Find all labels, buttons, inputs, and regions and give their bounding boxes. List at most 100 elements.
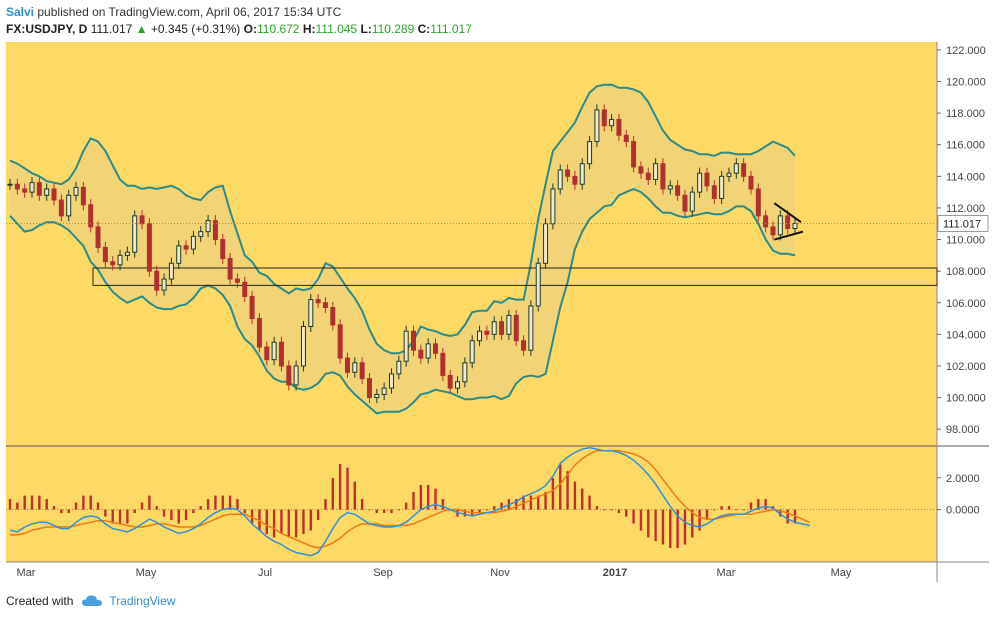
price-chart[interactable]: 122.000 120.000 118.000 116.000 114.000 112.0… [0, 42, 995, 586]
candle-body [117, 254, 123, 266]
macd-histogram-bar [294, 509, 298, 538]
macd-tick-label: 2.0000 [946, 473, 980, 485]
macd-histogram-bar [412, 492, 415, 510]
candle-body [499, 321, 505, 335]
candle-body [763, 215, 769, 228]
macd-histogram-bar [8, 499, 12, 510]
macd-histogram-bar [632, 509, 635, 524]
candle-body [462, 362, 468, 383]
macd-histogram-bar [493, 506, 496, 510]
candle-body [557, 169, 563, 190]
macd-histogram-bar [537, 495, 540, 510]
symbol-label[interactable]: FX:USDJPY, D [6, 22, 88, 36]
time-tick-label: Mar [17, 567, 36, 579]
candle-body [344, 357, 350, 373]
macd-histogram-bar [309, 509, 312, 531]
macd-histogram-bar [713, 509, 716, 511]
macd-histogram-bar [236, 499, 239, 510]
candle-body [388, 373, 394, 389]
chart-area[interactable]: 122.000 120.000 118.000 116.000 114.000 112.0… [0, 42, 995, 586]
candle-body [587, 141, 593, 165]
time-tick-label: 2017 [603, 567, 627, 579]
macd-histogram-bar [316, 509, 320, 521]
candle-body [249, 295, 255, 320]
candle-body [337, 324, 343, 359]
macd-histogram-bar [192, 509, 195, 514]
macd-histogram-bar [786, 509, 789, 524]
candle-body [645, 172, 651, 180]
macd-histogram-bar [302, 509, 305, 535]
candle-body [623, 134, 629, 143]
candle-body [29, 182, 35, 193]
macd-histogram-bar [647, 509, 650, 538]
low-label: L: [360, 22, 372, 36]
candle-body [572, 175, 578, 185]
price-tick-label: 102.000 [946, 361, 986, 373]
macd-histogram-bar [118, 509, 122, 524]
candle-body [777, 215, 783, 236]
macd-histogram-bar [111, 509, 114, 524]
candle-body [154, 270, 160, 291]
last-price-tag-label: 111.017 [943, 218, 981, 230]
macd-histogram-bar [757, 499, 760, 510]
macd-histogram-bar [463, 509, 467, 517]
candle-body [609, 118, 615, 127]
candle-body [704, 172, 710, 187]
macd-histogram-bar [199, 506, 202, 510]
candle-body [697, 172, 703, 193]
macd-histogram-bar [588, 495, 591, 510]
candle-body [521, 340, 527, 351]
macd-histogram-bar [177, 509, 180, 524]
tradingview-link[interactable]: TradingView [109, 594, 176, 608]
candle-body [161, 278, 167, 291]
candle-body [418, 349, 424, 359]
triangle-pattern-drawing [773, 202, 804, 241]
macd-histogram-bar [419, 485, 423, 510]
price-tick-label: 116.000 [946, 140, 985, 152]
last-price-tag [937, 214, 989, 232]
macd-histogram-bar [272, 509, 276, 538]
candle-body [469, 340, 475, 364]
price-change: +0.345 (+0.31%) [150, 22, 241, 36]
candle-body [110, 261, 116, 266]
time-tick-label: Sep [373, 567, 393, 579]
candle-body [190, 235, 196, 250]
candle-body [66, 194, 72, 217]
high-value: 111.045 [315, 22, 358, 36]
created-with-text: Created with [6, 594, 74, 608]
candle-body [726, 172, 732, 177]
candle-body [785, 215, 791, 229]
candle-body [396, 360, 402, 375]
macd-histogram-bar [742, 509, 745, 511]
macd-histogram-bar [52, 506, 56, 510]
macd-histogram-bar [265, 509, 268, 535]
macd-histogram-bar [221, 495, 224, 510]
candle-body [535, 262, 541, 307]
close-label: C: [417, 22, 431, 36]
candle-body [293, 365, 299, 386]
candle-body [543, 223, 549, 264]
candle-body [403, 330, 409, 362]
candle-body [271, 341, 277, 361]
candle-body [792, 222, 798, 229]
time-tick-label: Jul [258, 567, 272, 579]
candle-body [594, 109, 600, 143]
price-axis-background [937, 42, 989, 562]
candle-body [484, 330, 490, 335]
candle-body [711, 185, 717, 199]
macd-histogram-bar [338, 464, 342, 510]
author-name[interactable]: Salvi [6, 5, 35, 19]
macd-histogram-bar [148, 495, 151, 510]
macd-histogram-bar [515, 499, 518, 510]
candle-body [447, 374, 453, 389]
candle-body [73, 186, 79, 196]
macd-histogram-bar [683, 509, 687, 545]
candle-body [212, 220, 218, 241]
candle-body [95, 226, 101, 248]
macd-histogram-bar [228, 495, 232, 510]
macd-histogram-bar [155, 506, 158, 510]
low-value: 110.289 [371, 22, 415, 36]
macd-histogram-bar [397, 509, 401, 511]
candle-body [220, 239, 226, 260]
candle-body [513, 314, 519, 342]
